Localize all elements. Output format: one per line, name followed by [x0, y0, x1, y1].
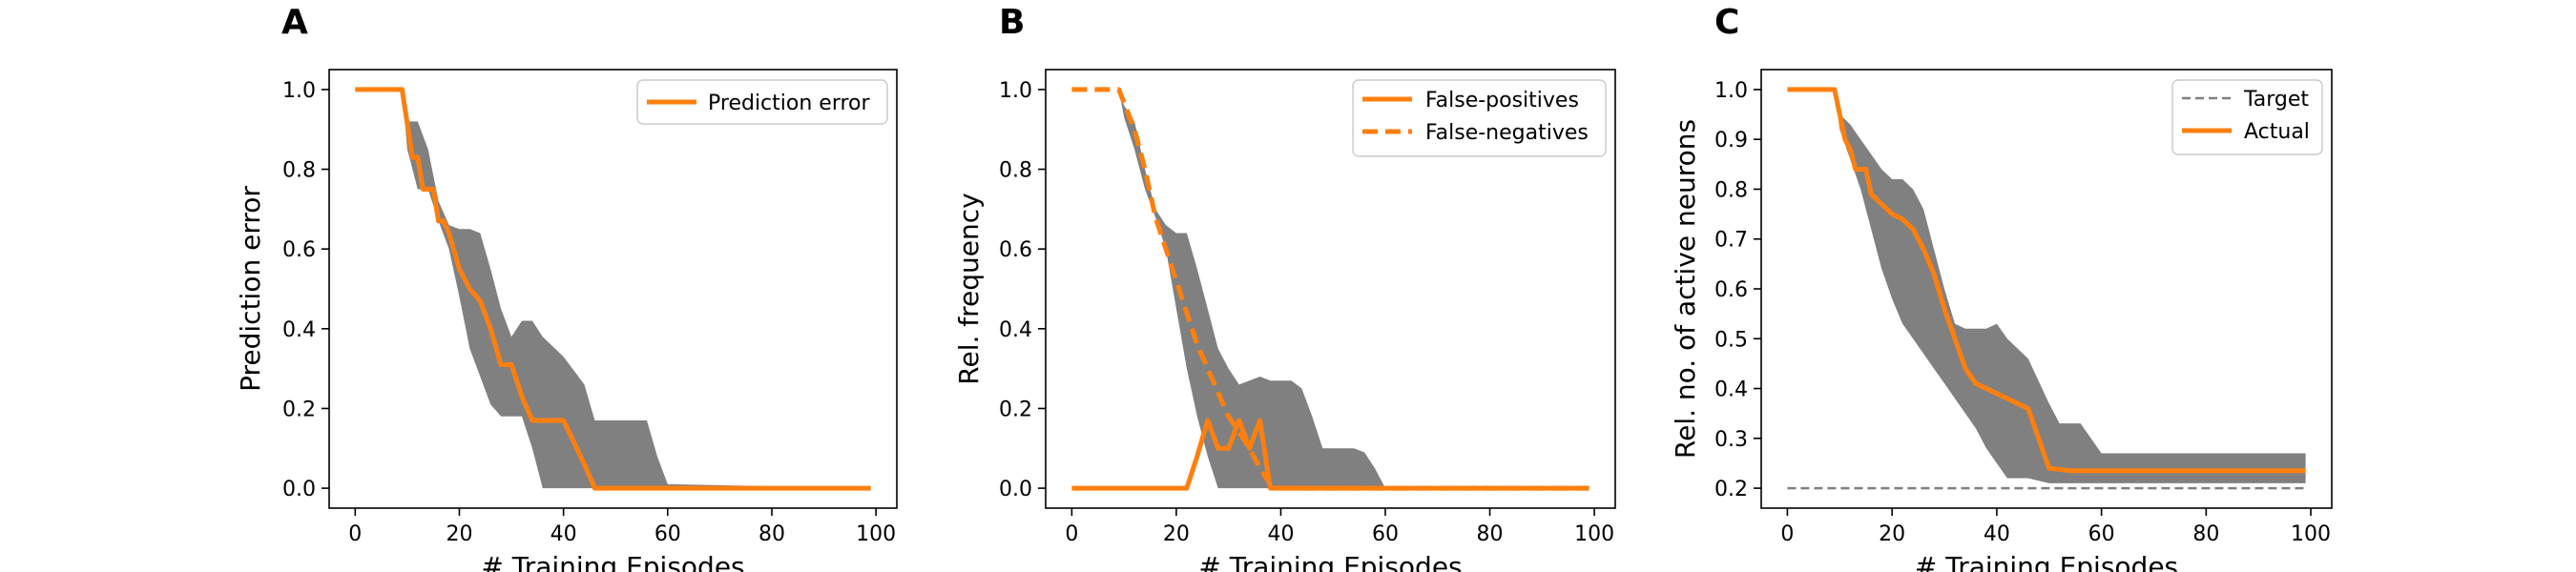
panel-b-xtick-label: 80	[1477, 522, 1504, 546]
panel-b-legend-label-false-negatives: False-negatives	[1425, 121, 1589, 145]
panel-c-ylabel: Rel. no. of active neurons	[1670, 119, 1701, 459]
panel-b-xtick-label: 20	[1163, 522, 1190, 546]
panel-b-legend-label-false-positives: False-positives	[1425, 89, 1579, 112]
panel-a-ytick-label: 0.8	[282, 159, 316, 183]
panel-c-xtick-label: 0	[1780, 522, 1794, 546]
panel-c-xtick-label: 40	[1984, 522, 2010, 546]
panel-a-ytick-label: 0.0	[282, 478, 316, 501]
panel-a-xtick-label: 20	[446, 522, 472, 546]
panel-c-ytick-label: 0.5	[1714, 328, 1748, 352]
panel-c-ytick-label: 1.0	[1714, 79, 1748, 103]
panel-a: A 0 20 40 60 80 100 0.0 0.2 0.4 0.6 0.8 1.0 # Train…	[235, 3, 898, 572]
panel-b-series-false-positives	[1071, 418, 1589, 491]
panel-a-variability-band	[355, 89, 871, 489]
panel-a-xtick-label: 40	[551, 522, 577, 546]
panel-b-ytick-label: 0.8	[999, 159, 1032, 183]
panel-a-legend-box	[636, 79, 888, 125]
panel-c-legend: Target Actual	[2171, 79, 2323, 155]
panel-a-xtick-label: 0	[348, 522, 362, 546]
panel-c-ytick-label: 0.6	[1714, 278, 1748, 302]
panel-c-xtick-label: 60	[2088, 522, 2115, 546]
panel-c-xtick-label: 20	[1879, 522, 1905, 546]
panel-c-ytick-label: 0.9	[1714, 129, 1748, 153]
panel-b-xlabel: # Training Episodes	[1198, 551, 1462, 572]
panel-a-legend-label-prediction-error: Prediction error	[708, 92, 870, 115]
panel-b-axes-frame	[1045, 69, 1616, 509]
panel-c-ytick-label: 0.3	[1714, 428, 1748, 452]
panel-a-legend: Prediction error	[636, 79, 888, 125]
panel-b-legend-box	[1352, 79, 1607, 157]
panel-b-xtick-label: 60	[1372, 522, 1399, 546]
panel-b-letter: B	[999, 3, 1025, 42]
panel-a-ytick-label: 0.2	[282, 398, 316, 421]
panel-c-ytick-label: 0.4	[1714, 378, 1748, 402]
panel-c-ytick-label: 0.7	[1714, 229, 1748, 253]
panel-b-xtick-label: 0	[1065, 522, 1078, 546]
panel-b-variability-band	[1071, 89, 1589, 489]
panel-a-xlabel: # Training Episodes	[481, 551, 744, 572]
panel-a-ylabel: Prediction error	[235, 186, 266, 392]
panel-b-legend: False-positives False-negatives	[1352, 79, 1607, 157]
panel-c-legend-label-actual: Actual	[2244, 120, 2310, 144]
panel-a-ytick-label: 1.0	[282, 79, 316, 103]
panel-c-ytick-label: 0.2	[1714, 478, 1748, 501]
panel-b-ytick-label: 0.0	[999, 478, 1032, 501]
panel-b-xtick-label: 100	[1574, 522, 1614, 546]
panel-b: B 0 20 40 60 80 100 0.0 0.2 0.4 0.6 0.8 1.0 # Train…	[953, 3, 1616, 572]
panel-b-ytick-label: 1.0	[999, 79, 1032, 103]
panel-c-variability-band	[1787, 89, 2306, 483]
panel-c: C 0 20 40 60 80 100 0.2 0.3 0.4 0.5 0.6 0.7 0.8 0.9 1.…	[1670, 3, 2333, 572]
panel-a-axes-frame	[328, 69, 898, 509]
panel-c-xtick-label: 80	[2192, 522, 2219, 546]
panel-c-ytick-label: 0.8	[1714, 178, 1748, 202]
panel-b-xtick-label: 40	[1267, 522, 1294, 546]
panel-c-series-actual	[1787, 87, 2306, 474]
panel-b-ytick-label: 0.6	[999, 238, 1032, 262]
panel-a-ytick-label: 0.6	[282, 238, 316, 262]
panel-b-ytick-label: 0.2	[999, 398, 1032, 421]
panel-a-letter: A	[281, 3, 308, 42]
panel-c-xtick-label: 100	[2291, 522, 2331, 546]
panel-b-ytick-label: 0.4	[999, 318, 1032, 342]
panel-a-ytick-label: 0.4	[282, 318, 316, 342]
panel-b-series-false-negatives	[1071, 87, 1589, 491]
panel-c-legend-label-target: Target	[2243, 88, 2309, 112]
panel-c-letter: C	[1714, 3, 1739, 42]
panel-a-xtick-label: 60	[654, 522, 681, 546]
panel-b-ylabel: Rel. frequency	[953, 193, 985, 384]
panel-a-series-prediction-error	[355, 87, 871, 491]
panel-a-xtick-label: 100	[856, 522, 896, 546]
panel-c-xlabel: # Training Episodes	[1915, 551, 2178, 572]
panel-a-xtick-label: 80	[758, 522, 785, 546]
